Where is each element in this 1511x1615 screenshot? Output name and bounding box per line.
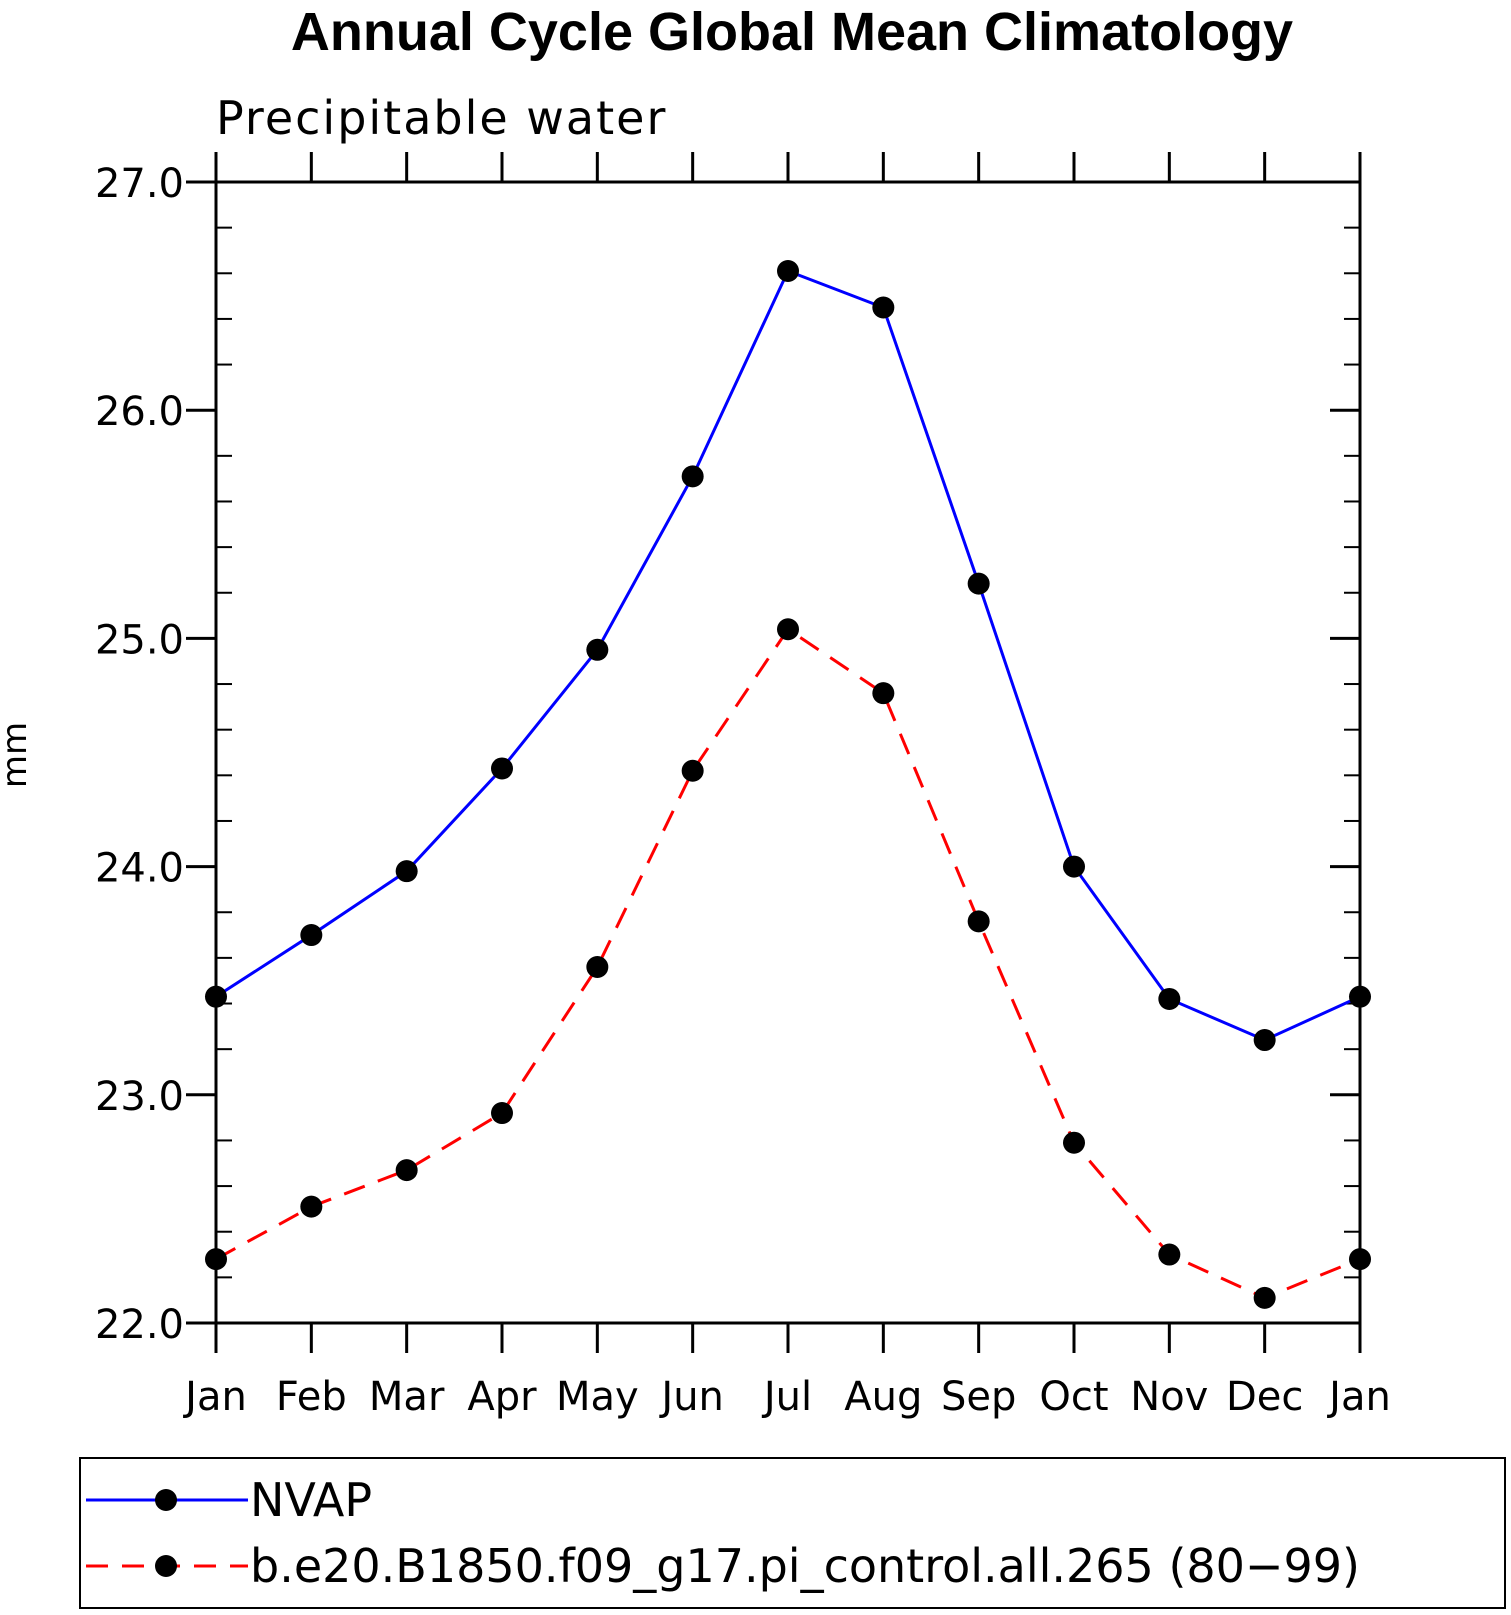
data-point-series-0: [681, 465, 704, 488]
chart-title: Annual Cycle Global Mean Climatology: [291, 2, 1293, 62]
y-tick-label: 25.0: [95, 617, 184, 663]
y-tick-labels: 22.0 23.0 24.0 25.0 26.0 27.0: [95, 161, 184, 1348]
series-line-1: [215, 627, 1361, 1300]
data-point-series-0: [1349, 985, 1371, 1008]
legend-label-nvap: NVAP: [250, 1473, 372, 1527]
legend-box: [79, 1457, 1506, 1609]
data-point-series-0: [777, 259, 799, 282]
data-point-series-1: [1349, 1248, 1371, 1271]
data-point-series-0: [491, 757, 513, 780]
data-point-series-1: [777, 618, 799, 641]
x-tick-label: Jun: [658, 1374, 724, 1420]
x-tick-label: Feb: [276, 1374, 347, 1420]
x-tick-label: Aug: [844, 1374, 922, 1420]
data-point-series-1: [1253, 1286, 1276, 1309]
legend-label-model: b.e20.B1850.f09_g17.pi_control.all.265 (…: [250, 1539, 1360, 1593]
data-point-series-1: [300, 1195, 323, 1218]
x-tick-labels: Jan Feb Mar Apr May Jun Jul Aug Sep Oct Nov Dec Jan: [182, 1374, 1391, 1420]
y-tick-label: 24.0: [95, 846, 184, 892]
x-tick-label: Jul: [761, 1374, 812, 1420]
data-point-series-0: [300, 924, 323, 947]
legend: NVAP b.e20.B1850.f09_g17.pi_control.all.…: [79, 1457, 1506, 1609]
data-point-series-1: [586, 956, 609, 979]
y-tick-label: 23.0: [95, 1074, 184, 1120]
x-tick-label: Sep: [941, 1374, 1016, 1420]
data-point-series-1: [491, 1102, 513, 1125]
x-tick-label: Jan: [1326, 1374, 1391, 1420]
data-point-series-0: [205, 985, 227, 1008]
x-tick-label: Nov: [1130, 1374, 1208, 1420]
data-point-series-1: [395, 1159, 418, 1182]
data-point-series-1: [1158, 1243, 1181, 1266]
series-layer: [205, 259, 1371, 1309]
legend-marker-model: [155, 1555, 177, 1577]
y-tick-label: 27.0: [95, 161, 184, 207]
axis-ticks: [186, 152, 1362, 1353]
x-tick-label: Apr: [467, 1374, 537, 1420]
data-point-series-1: [681, 759, 704, 782]
x-tick-label: Mar: [369, 1374, 445, 1420]
chart-subtitle: Precipitable water: [216, 91, 667, 145]
data-point-series-1: [1063, 1131, 1085, 1154]
legend-marker-nvap: [155, 1489, 177, 1511]
x-tick-label: Dec: [1226, 1374, 1303, 1420]
data-point-series-0: [967, 572, 990, 595]
plot-frame: [214, 180, 1362, 1325]
series-line-0: [215, 269, 1361, 1042]
data-point-series-1: [967, 910, 990, 933]
x-tick-label: Jan: [182, 1374, 247, 1420]
data-point-series-1: [872, 682, 895, 705]
data-point-series-0: [1253, 1029, 1276, 1052]
x-tick-label: May: [556, 1374, 639, 1420]
y-axis-label: mm: [0, 722, 35, 788]
x-tick-label: Oct: [1039, 1374, 1108, 1420]
data-point-series-0: [1158, 987, 1181, 1010]
data-point-series-0: [395, 860, 418, 883]
data-point-series-0: [872, 296, 895, 319]
data-point-series-1: [205, 1248, 227, 1271]
data-point-series-0: [586, 638, 609, 661]
y-tick-label: 26.0: [95, 389, 184, 435]
y-tick-label: 22.0: [95, 1302, 184, 1348]
data-point-series-0: [1063, 855, 1085, 878]
